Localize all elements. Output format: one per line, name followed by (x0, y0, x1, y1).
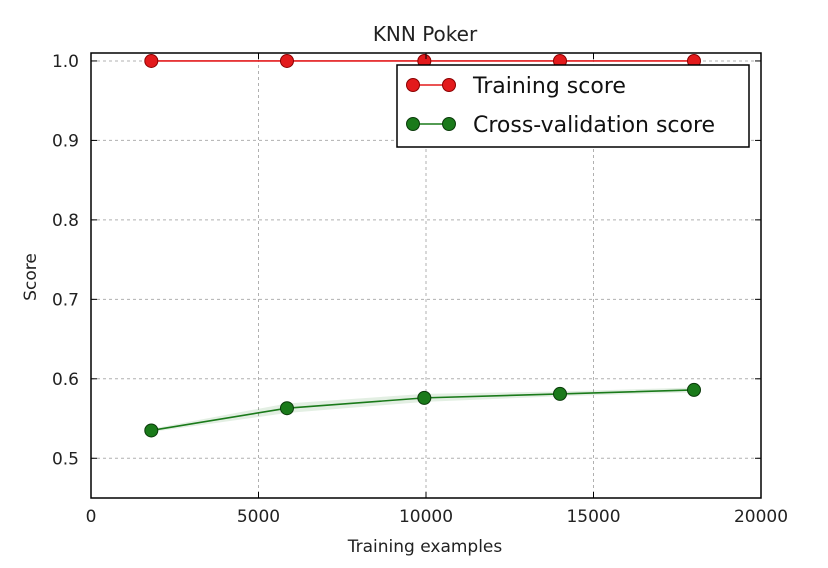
data-point-1 (144, 423, 159, 438)
data-point-1 (687, 382, 701, 397)
series-lines (144, 53, 701, 438)
legend-marker-cv (442, 117, 456, 131)
legend-marker-training (442, 78, 456, 92)
data-point-0 (279, 53, 294, 68)
data-point-0 (144, 53, 159, 68)
chart-title: KNN Poker (373, 22, 478, 46)
legend-box (396, 64, 750, 148)
y-tick-label: 1.0 (52, 52, 79, 72)
x-tick-label: 15000 (566, 507, 620, 527)
legend-label-cv: Cross-validation score (473, 113, 715, 138)
y-tick-label: 0.7 (52, 290, 79, 310)
legend: Training score Cross-validation score (396, 64, 750, 148)
x-tick-label: 0 (86, 507, 97, 527)
data-point-1 (279, 401, 294, 416)
x-tick-label: 10000 (399, 507, 453, 527)
y-tick-label: 0.5 (52, 449, 79, 469)
y-tick-label: 0.8 (52, 211, 79, 231)
x-tick-label: 5000 (237, 507, 280, 527)
legend-marker-training (406, 78, 420, 92)
data-point-1 (553, 386, 567, 401)
legend-label-training: Training score (472, 74, 626, 99)
data-point-1 (417, 390, 432, 405)
x-axis-title: Training examples (347, 537, 503, 557)
axis-ticks: 0 5000 10000 15000 20000 0.5 0.6 0.7 0.8 0.9 1.0 (52, 52, 788, 527)
y-axis-title: Score (21, 253, 41, 301)
legend-marker-cv (406, 117, 420, 131)
y-tick-label: 0.9 (52, 131, 79, 151)
x-tick-label: 20000 (734, 507, 788, 527)
y-tick-label: 0.6 (52, 370, 79, 390)
